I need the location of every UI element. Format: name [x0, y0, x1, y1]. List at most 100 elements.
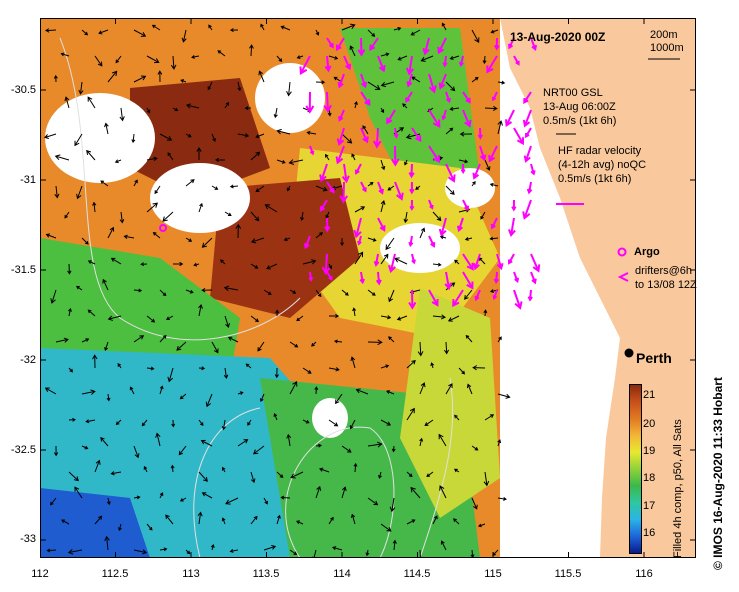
hf-arrow	[507, 217, 516, 237]
gsl-arrow	[393, 26, 402, 31]
gsl-arrow	[263, 289, 272, 295]
gsl-arrow	[249, 44, 254, 57]
gsl-arrow	[106, 393, 111, 402]
hf-arrow	[336, 127, 345, 147]
gsl-arrow	[64, 96, 70, 109]
cloud-gap	[150, 163, 250, 233]
hf-arrow	[405, 91, 413, 103]
gsl-arrow	[106, 497, 111, 506]
gsl-arrow	[328, 263, 333, 270]
gsl-arrow	[133, 495, 141, 500]
gsl-arrow	[185, 133, 192, 138]
gsl-arrow	[276, 159, 286, 164]
gsl-arrow	[411, 76, 421, 83]
gsl-arrow	[444, 341, 450, 355]
hf-arrow	[428, 235, 436, 248]
gsl-arrow	[191, 54, 200, 59]
gsl-arrow	[318, 467, 330, 473]
gsl-arrow	[81, 338, 90, 343]
hf-arrow	[386, 109, 396, 125]
gsl-arrow	[229, 28, 239, 33]
hf-arrow	[343, 55, 352, 71]
gsl-arrow	[273, 413, 278, 421]
gsl-arrow	[273, 107, 278, 119]
gsl-arrow	[367, 289, 376, 296]
gsl-arrow	[497, 393, 511, 399]
gsl-arrow	[328, 419, 339, 427]
gsl-arrow	[380, 315, 392, 320]
gsl-arrow	[430, 362, 435, 369]
gsl-arrow	[43, 133, 57, 139]
gsl-arrow	[489, 236, 499, 241]
gsl-arrow	[67, 549, 83, 555]
gsl-arrow	[178, 445, 187, 456]
gsl-arrow	[133, 549, 148, 555]
gsl-arrow	[74, 486, 83, 499]
x-tick-label: 113	[182, 568, 200, 580]
land-mass	[500, 18, 696, 558]
hf-label-line3: 0.5m/s (1kt 6h)	[558, 173, 632, 185]
gsl-arrow	[349, 419, 356, 430]
gsl-arrow	[280, 495, 291, 500]
gsl-arrow	[196, 146, 202, 161]
gsl-arrow	[114, 159, 122, 164]
gsl-arrow	[81, 445, 89, 450]
gsl-arrow	[197, 511, 203, 525]
contour-line	[59, 37, 301, 341]
contour-line	[419, 377, 454, 558]
gsl-arrow	[296, 55, 304, 59]
gsl-arrow	[290, 471, 304, 479]
hf-arrow	[309, 145, 315, 156]
gsl-arrow	[302, 419, 310, 424]
gsl-arrow	[201, 287, 213, 293]
drifters-label-line1: drifters@6h	[635, 265, 693, 277]
gsl-arrow	[185, 289, 194, 294]
gsl-arrow	[380, 364, 390, 369]
gsl-arrow	[335, 393, 343, 405]
gsl-arrow	[146, 107, 151, 114]
gsl-arrow	[341, 445, 352, 453]
hf-arrow	[408, 235, 414, 248]
gsl-arrow	[185, 179, 195, 187]
gsl-arrow	[276, 471, 284, 478]
hf-arrow	[508, 37, 515, 50]
gsl-arrow	[302, 367, 312, 374]
gsl-arrow	[45, 28, 57, 33]
gsl-arrow	[380, 523, 392, 532]
gsl-arrow	[131, 133, 136, 144]
hf-arrow	[369, 37, 379, 52]
gsl-arrow	[325, 153, 330, 161]
hf-label-line2: (4-12h avg) noQC	[558, 159, 647, 171]
hf-arrow	[496, 253, 504, 271]
gsl-arrow	[68, 417, 76, 422]
hf-arrow	[409, 199, 415, 211]
gsl-arrow	[133, 75, 147, 83]
gsl-arrow	[389, 497, 396, 513]
gsl-arrow	[250, 263, 259, 269]
gsl-arrow	[315, 29, 320, 36]
x-tick-label: 114	[333, 568, 351, 580]
gsl-arrow	[406, 407, 415, 421]
hf-arrow	[462, 91, 471, 104]
gsl-arrow	[497, 496, 507, 501]
hf-arrow	[335, 145, 345, 165]
gsl-arrow	[276, 128, 291, 135]
gsl-arrow	[159, 547, 168, 552]
hf-arrow	[494, 37, 500, 51]
hf-arrow	[445, 91, 451, 104]
hf-arrow	[337, 73, 345, 89]
hf-arrow	[428, 145, 441, 163]
gsl-arrow	[392, 539, 397, 551]
gsl-arrow	[155, 432, 161, 447]
gsl-arrow	[185, 549, 191, 555]
gsl-arrow	[259, 393, 265, 403]
gsl-arrow	[110, 257, 122, 265]
gsl-arrow	[104, 122, 109, 135]
gsl-arrow	[181, 29, 187, 43]
gsl-arrow	[225, 497, 239, 505]
hf-arrow	[462, 253, 474, 271]
gsl-arrow	[286, 433, 292, 447]
gsl-arrow	[76, 185, 83, 200]
argo-label: Argo	[634, 246, 660, 258]
gsl-arrow	[445, 127, 454, 135]
